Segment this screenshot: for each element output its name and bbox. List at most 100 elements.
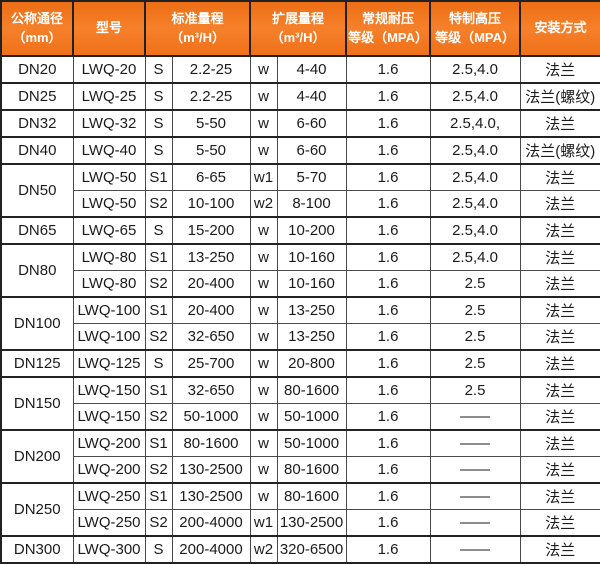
cell-install-method: 法兰 <box>519 482 600 510</box>
cell-regular-pressure: 1.6 <box>345 403 431 431</box>
cell-standard-code: S1 <box>144 296 173 324</box>
cell-extended-range: 6-60 <box>276 136 347 165</box>
cell-extended-code: w <box>249 109 278 138</box>
cell-nominal-diameter: DN20 <box>0 55 74 84</box>
cell-regular-pressure: 1.6 <box>345 349 431 378</box>
cell-extended-range: 4-40 <box>276 55 347 84</box>
header-line: 安装方式 <box>534 20 587 36</box>
cell-regular-pressure: 1.6 <box>345 109 431 138</box>
table-row: LWQ-250 S2 200-4000 w1 130-2500 1.6 —— 法兰 <box>1 509 600 537</box>
cell-high-pressure: —— <box>429 509 521 537</box>
cell-extended-range: 10-160 <box>276 243 347 271</box>
header-line: 等级（MPA） <box>348 29 428 45</box>
cell-regular-pressure: 1.6 <box>345 296 431 324</box>
cell-model: LWQ-100 <box>72 296 146 324</box>
cell-standard-code: S2 <box>144 509 173 537</box>
cell-standard-range: 15-200 <box>171 216 251 245</box>
cell-standard-code: S2 <box>144 456 173 484</box>
cell-regular-pressure: 1.6 <box>345 82 431 111</box>
cell-standard-range: 200-4000 <box>171 535 251 564</box>
header-high-pressure: 特制高压 等级（MPA） <box>429 0 522 57</box>
cell-standard-code: S1 <box>144 429 173 457</box>
cell-install-method: 法兰 <box>519 456 600 484</box>
cell-model: LWQ-200 <box>72 429 146 457</box>
cell-high-pressure: 2.5,4.0 <box>429 55 521 84</box>
cell-extended-code: w <box>249 403 278 431</box>
cell-nominal-diameter: DN50 <box>0 163 74 218</box>
cell-install-method: 法兰 <box>519 376 600 404</box>
cell-regular-pressure: 1.6 <box>345 190 431 218</box>
header-nominal-diameter: 公称通径 （mm） <box>0 0 74 57</box>
cell-install-method: 法兰 <box>519 429 600 457</box>
header-line: （m³/H） <box>270 29 326 45</box>
cell-model: LWQ-200 <box>72 456 146 484</box>
cell-regular-pressure: 1.6 <box>345 482 431 510</box>
cell-nominal-diameter: DN32 <box>0 109 74 138</box>
header-install-method: 安装方式 <box>519 0 600 57</box>
cell-extended-range: 8-100 <box>276 190 347 218</box>
cell-standard-code: S <box>144 109 173 138</box>
cell-extended-code: w1 <box>249 509 278 537</box>
table-row: LWQ-80 S2 20-400 w 10-160 1.6 2.5 法兰 <box>1 270 600 298</box>
cell-standard-range: 32-650 <box>171 376 251 404</box>
cell-extended-range: 6-60 <box>276 109 347 138</box>
header-line: 型号 <box>95 20 122 36</box>
cell-nominal-diameter: DN125 <box>0 349 74 378</box>
cell-install-method: 法兰 <box>519 109 600 138</box>
cell-regular-pressure: 1.6 <box>345 55 431 84</box>
cell-high-pressure: 2.5 <box>429 270 521 298</box>
cell-extended-range: 80-1600 <box>276 482 347 510</box>
cell-standard-code: S <box>144 349 173 378</box>
header-line: 公称通径 <box>10 10 63 26</box>
header-row: 公称通径 （mm） 型号 标准量程 （m³/H） 扩展量程 （m³/H） 常规耐… <box>0 0 600 57</box>
cell-model: LWQ-250 <box>72 509 146 537</box>
cell-high-pressure: —— <box>429 429 521 457</box>
cell-model: LWQ-100 <box>72 323 146 351</box>
cell-extended-range: 50-1000 <box>276 429 347 457</box>
cell-nominal-diameter: DN65 <box>0 216 74 245</box>
cell-standard-code: S1 <box>144 482 173 510</box>
cell-high-pressure: —— <box>429 403 521 431</box>
cell-nominal-diameter: DN300 <box>0 535 74 564</box>
cell-extended-code: w <box>249 323 278 351</box>
table-row: DN100 LWQ-100 S1 20-400 w 13-250 1.6 2.5 法兰 <box>0 296 600 351</box>
cell-install-method: 法兰 <box>519 323 600 351</box>
cell-standard-code: S <box>144 136 173 165</box>
cell-standard-code: S2 <box>144 190 173 218</box>
header-line: 常规耐压 <box>362 10 415 26</box>
cell-nominal-diameter: DN40 <box>0 136 74 165</box>
table-row: DN200 LWQ-200 S1 80-1600 w 50-1000 1.6 —— 法兰 <box>0 429 600 484</box>
cell-standard-range: 2.2-25 <box>171 55 251 84</box>
cell-install-method: 法兰 <box>519 296 600 324</box>
cell-standard-range: 6-65 <box>171 163 251 191</box>
cell-extended-range: 320-6500 <box>276 535 347 564</box>
cell-standard-code: S <box>144 535 173 564</box>
cell-extended-code: w <box>249 376 278 404</box>
cell-regular-pressure: 1.6 <box>345 270 431 298</box>
cell-regular-pressure: 1.6 <box>345 535 431 564</box>
cell-model: LWQ-150 <box>72 376 146 404</box>
cell-standard-range: 13-250 <box>171 243 251 271</box>
cell-model: LWQ-250 <box>72 482 146 510</box>
cell-extended-range: 50-1000 <box>276 403 347 431</box>
table-body: DN20 LWQ-20 S 2.2-25 w 4-40 1.6 2.5,4.0 法兰 DN25 LW… <box>0 55 600 564</box>
cell-model: LWQ-65 <box>72 216 146 245</box>
cell-standard-range: 2.2-25 <box>171 82 251 111</box>
cell-model: LWQ-40 <box>72 136 146 165</box>
table-row: DN150 LWQ-150 S1 32-650 w 80-1600 1.6 2.5 法兰 <box>0 376 600 431</box>
cell-standard-code: S1 <box>144 376 173 404</box>
cell-install-method: 法兰 <box>519 403 600 431</box>
cell-extended-code: w1 <box>249 163 278 191</box>
table-row: DN40 LWQ-40 S 5-50 w 6-60 1.6 2.5,4.0 法兰(螺纹) <box>0 136 600 165</box>
cell-regular-pressure: 1.6 <box>345 216 431 245</box>
cell-extended-code: w <box>249 243 278 271</box>
cell-install-method: 法兰 <box>519 163 600 191</box>
cell-extended-code: w <box>249 55 278 84</box>
cell-model: LWQ-32 <box>72 109 146 138</box>
cell-regular-pressure: 1.6 <box>345 163 431 191</box>
cell-standard-code: S <box>144 55 173 84</box>
header-line: 等级（MPA） <box>435 29 515 45</box>
cell-standard-range: 32-650 <box>171 323 251 351</box>
table-row: DN250 LWQ-250 S1 130-2500 w 80-1600 1.6 —— 法兰 <box>0 482 600 537</box>
cell-standard-range: 80-1600 <box>171 429 251 457</box>
